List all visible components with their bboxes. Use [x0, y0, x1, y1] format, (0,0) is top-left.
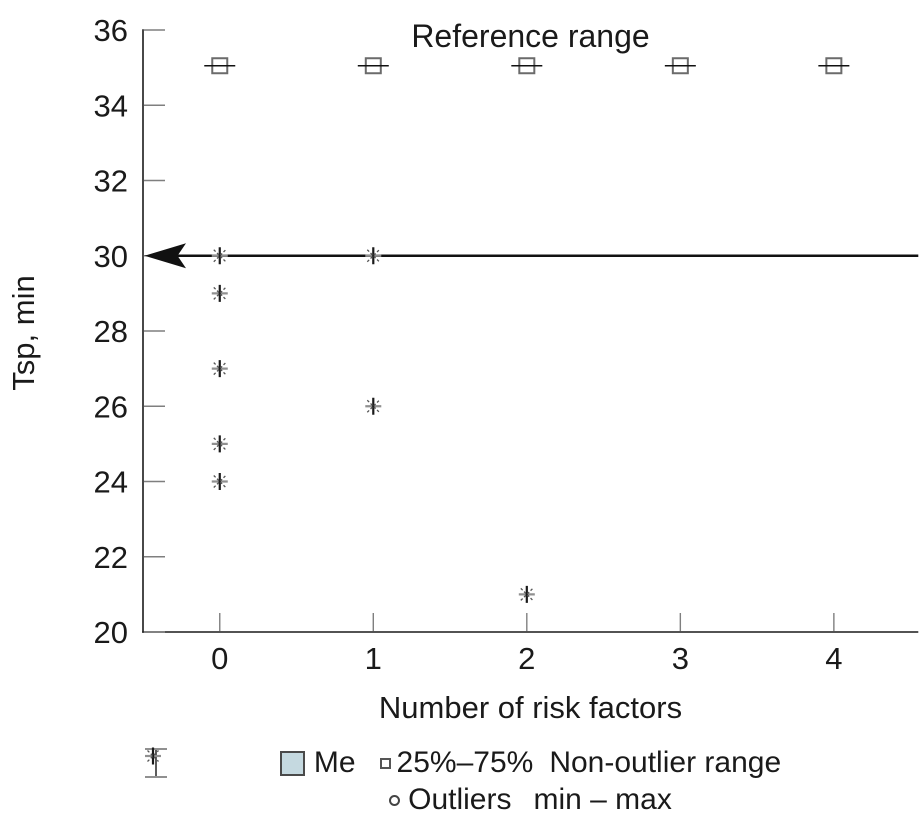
me-swatch-icon: [279, 750, 305, 776]
legend-label-non-outlier: Non-outlier range: [549, 746, 782, 779]
legend-label-me: Me: [313, 746, 356, 779]
legend-row-1: Me 25%–75% Non-outlier range: [145, 746, 782, 780]
svg-text:2: 2: [518, 641, 535, 676]
svg-text:24: 24: [94, 465, 128, 500]
outlier-circle-icon: [389, 794, 401, 806]
legend-label-outliers: Outliers: [408, 783, 512, 816]
legend-label-25-75: 25%–75%: [396, 746, 534, 779]
svg-text:20: 20: [94, 615, 128, 650]
svg-text:1: 1: [365, 641, 382, 676]
box-marker-icon: [379, 757, 391, 769]
svg-text:22: 22: [94, 540, 128, 575]
legend-row-2: Outliers min – max: [145, 747, 672, 817]
min-max-asterisk-icon: [145, 747, 161, 765]
y-axis-label: Tsp, min: [6, 275, 41, 391]
svg-text:30: 30: [94, 239, 128, 274]
svg-text:4: 4: [825, 641, 842, 676]
svg-text:28: 28: [94, 314, 128, 349]
svg-text:36: 36: [94, 13, 128, 48]
svg-text:32: 32: [94, 164, 128, 199]
x-axis-label: Number of risk factors: [378, 690, 683, 725]
legend: Me 25%–75% Non-outlier range Outliers mi…: [143, 746, 918, 817]
reference-range-label: Reference range: [411, 18, 650, 54]
svg-text:34: 34: [94, 88, 128, 123]
svg-text:3: 3: [672, 641, 689, 676]
legend-label-min-max: min – max: [533, 783, 672, 816]
svg-text:26: 26: [94, 389, 128, 424]
svg-text:0: 0: [211, 641, 228, 676]
